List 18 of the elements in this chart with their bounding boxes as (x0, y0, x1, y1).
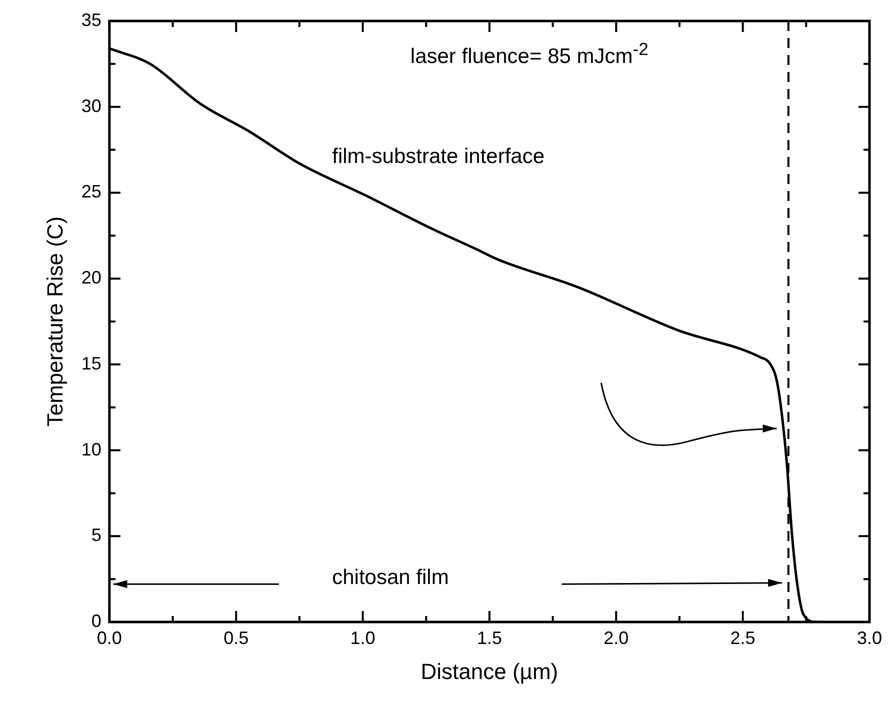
x-tick-label: 3.0 (856, 628, 882, 648)
y-tick-label: 15 (81, 353, 102, 374)
y-tick-label: 5 (91, 525, 102, 546)
y-tick-label: 20 (81, 268, 102, 288)
y-tick-label: 35 (81, 10, 102, 30)
annotation: chitosan film (332, 566, 449, 590)
annotation: film-substrate interface (332, 145, 545, 170)
y-axis-title: Temperature Rise (C) (42, 216, 68, 427)
x-axis-title: Distance (µm) (420, 658, 558, 684)
annotation: laser fluence= 85 mJcm$^{-2}$ (410, 39, 648, 70)
y-tick-label: 10 (81, 439, 102, 460)
y-tick-label: 25 (81, 182, 102, 202)
x-tick-label: 2.0 (604, 628, 629, 648)
x-tick-label: 1.5 (476, 628, 502, 648)
x-tick-label: 0.5 (224, 628, 249, 648)
x-tick-label: 2.5 (730, 628, 756, 648)
y-tick-label: 30 (81, 96, 102, 116)
x-tick-label: 1.0 (350, 628, 376, 648)
